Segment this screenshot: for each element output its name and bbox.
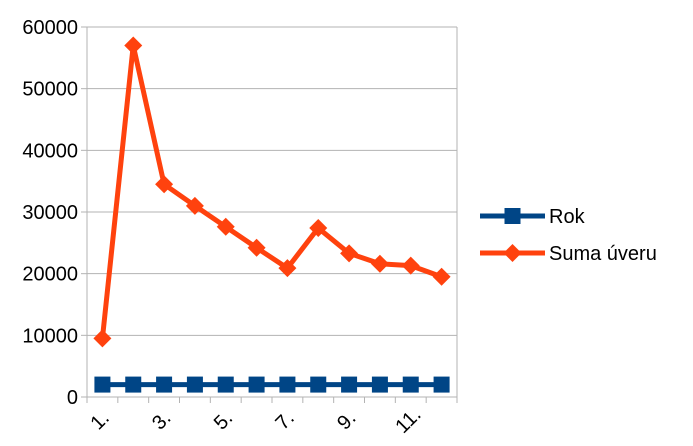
y-tick-label: 30000 [22, 202, 78, 224]
y-tick-label: 20000 [22, 264, 78, 286]
x-tick-label: 7. [271, 407, 298, 434]
data-point [309, 219, 328, 238]
legend-label: Suma úveru [549, 243, 657, 265]
x-tick-label: 1. [86, 407, 113, 434]
y-tick-label: 10000 [22, 325, 78, 347]
data-point [341, 376, 358, 393]
data-point [432, 267, 451, 286]
data-point [186, 376, 203, 393]
legend-marker [504, 208, 521, 224]
data-point [94, 376, 111, 393]
data-point [216, 217, 235, 236]
data-point [248, 376, 265, 393]
x-tick-label: 3. [148, 407, 175, 434]
series-diamond [93, 36, 451, 348]
data-point [124, 36, 143, 55]
y-tick-label: 0 [67, 387, 78, 409]
data-point [433, 376, 450, 393]
series-lines [93, 36, 451, 393]
series-square [94, 376, 450, 393]
legend-label: Rok [549, 206, 586, 228]
data-point [217, 376, 234, 393]
data-point [278, 259, 297, 278]
data-point [371, 376, 388, 393]
x-tick-label: 9. [333, 407, 360, 434]
y-tick-label: 60000 [22, 17, 78, 39]
grid-lines [87, 26, 457, 336]
legend-item: Rok [480, 206, 586, 228]
data-point [402, 376, 419, 393]
data-point [155, 175, 174, 194]
legend: Rok Suma úveru [480, 206, 657, 265]
legend-item: Suma úveru [480, 243, 657, 265]
data-point [156, 376, 173, 393]
data-point [310, 376, 327, 393]
data-point [340, 244, 359, 263]
x-tick-label: 5. [210, 407, 237, 434]
data-point [370, 254, 389, 273]
series-line [99, 43, 445, 341]
data-point [185, 196, 204, 215]
axes: 0 10000 20000 30000 40000 50000 60000 1. 3. 5. 7. 9… [22, 17, 458, 438]
y-tick-label: 50000 [22, 79, 78, 101]
x-tick-label: 11. [391, 404, 425, 438]
y-tick-label: 40000 [22, 140, 78, 162]
data-point [125, 376, 142, 393]
legend-marker [503, 244, 522, 262]
data-point [401, 256, 420, 275]
data-point [279, 376, 296, 393]
data-point [93, 329, 112, 348]
data-point [247, 238, 266, 257]
